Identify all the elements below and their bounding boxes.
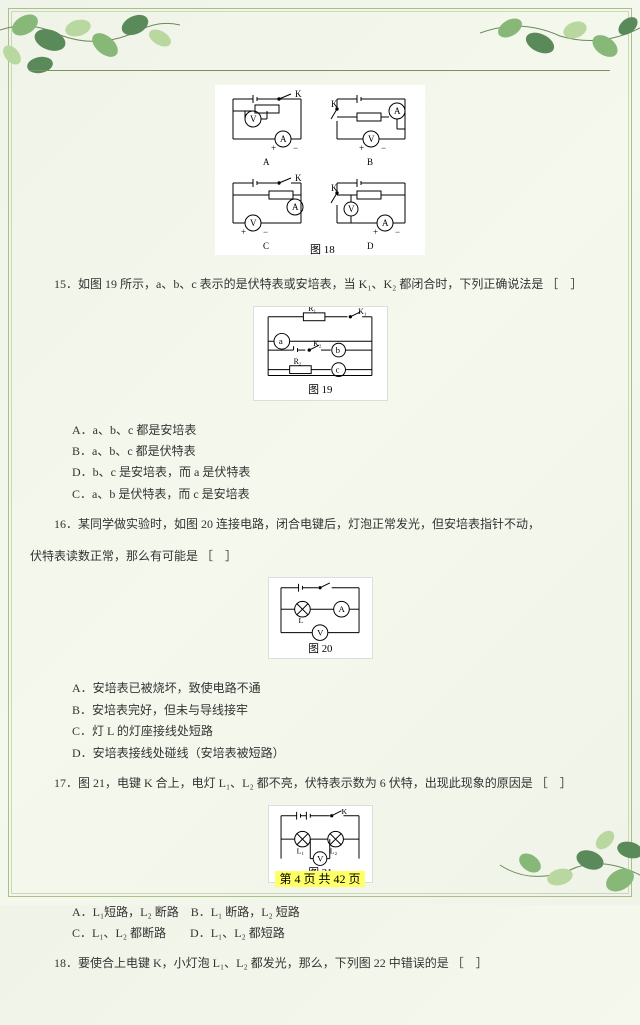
question-18-text: 18．要使合上电键 K，小灯泡 L₁、L₂ 都发光，那么，下列图 22 中错误的…	[30, 953, 610, 975]
svg-text:K₁: K₁	[358, 306, 367, 315]
svg-text:L₁: L₁	[296, 846, 304, 855]
svg-text:K: K	[295, 89, 302, 99]
svg-text:+: +	[271, 143, 276, 153]
svg-text:V: V	[348, 204, 355, 214]
svg-text:a: a	[278, 336, 282, 346]
svg-text:−: −	[381, 143, 386, 153]
svg-text:K: K	[341, 806, 347, 815]
page-number-label: 第 4 页 共 42 页	[275, 871, 364, 887]
question-16-text: 16．某同学做实验时，如图 20 连接电路，闭合电键后，灯泡正常发光，但安培表指…	[30, 514, 610, 536]
svg-text:A: A	[292, 202, 299, 212]
svg-text:V: V	[317, 628, 324, 638]
figure-18-caption: 图 18	[310, 243, 335, 255]
panel-b-label: B	[367, 157, 373, 167]
figure-19: R₁ K₁ a K₂ b R₂ c 图 19	[30, 306, 610, 406]
svg-text:−: −	[293, 143, 298, 153]
svg-text:A: A	[280, 134, 287, 144]
q15-option-b: B．a、b、c 都是伏特表	[72, 441, 610, 461]
svg-text:+: +	[359, 143, 364, 153]
svg-text:−: −	[263, 227, 268, 237]
svg-text:K: K	[295, 173, 302, 183]
q16-option-c: C．灯 L 的灯座接线处短路	[72, 721, 610, 741]
svg-text:A: A	[338, 604, 345, 614]
svg-text:V: V	[317, 853, 324, 863]
svg-text:V: V	[368, 134, 375, 144]
question-15-text: 15．如图 19 所示，a、b、c 表示的是伏特表或安培表，当 K₁、K₂ 都闭…	[30, 274, 610, 296]
q17-options-line2: C．L₁、L₂ 都断路 D．L₁、L₂ 都短路	[72, 923, 610, 943]
panel-d-label: D	[367, 241, 374, 251]
figure-18: K A + − V A	[30, 85, 610, 260]
question-17-text: 17．图 21，电键 K 合上，电灯 L₁、L₂ 都不亮，伏特表示数为 6 伏特…	[30, 773, 610, 795]
q15-option-a: A．a、b、c 都是安培表	[72, 420, 610, 440]
svg-text:L: L	[298, 616, 303, 625]
svg-text:+: +	[241, 227, 246, 237]
svg-text:V: V	[250, 114, 257, 124]
svg-text:K₂: K₂	[313, 339, 322, 348]
panel-c-label: C	[263, 241, 269, 251]
svg-text:+: +	[373, 227, 378, 237]
question-16-options: A．安培表已被烧坏，致使电路不通 B．安培表完好，但未与导线接牢 C．灯 L 的…	[30, 678, 610, 763]
svg-text:V: V	[250, 218, 257, 228]
figure-20-caption: 图 20	[308, 643, 332, 655]
q15-option-c: C．a、b 是伏特表，而 c 是安培表	[72, 484, 610, 504]
panel-a-label: A	[263, 157, 270, 167]
q16-option-b: B．安培表完好，但未与导线接牢	[72, 700, 610, 720]
q15-option-d: D．b、c 是安培表，而 a 是伏特表	[72, 462, 610, 482]
svg-text:b: b	[335, 345, 340, 355]
svg-text:R₁: R₁	[308, 306, 316, 313]
page-number: 第 4 页 共 42 页	[0, 870, 640, 887]
svg-text:R₂: R₂	[293, 356, 301, 365]
svg-text:A: A	[394, 106, 401, 116]
svg-text:L₂: L₂	[329, 846, 337, 855]
q16-option-a: A．安培表已被烧坏，致使电路不通	[72, 678, 610, 698]
question-15-options: A．a、b、c 都是安培表 B．a、b、c 都是伏特表 D．b、c 是安培表，而…	[30, 420, 610, 505]
svg-text:−: −	[395, 227, 400, 237]
top-divider	[30, 70, 610, 71]
question-17-options: A．L₁短路，L₂ 断路 B．L₁ 断路，L₂ 短路 C．L₁、L₂ 都断路 D…	[30, 902, 610, 944]
question-16-cont: 伏特表读数正常，那么有可能是 ［ ］	[30, 546, 610, 568]
svg-text:A: A	[382, 218, 389, 228]
figure-19-caption: 图 19	[308, 384, 332, 396]
q16-option-d: D．安培表接线处碰线（安培表被短路）	[72, 743, 610, 763]
figure-20: L A V 图 20	[30, 577, 610, 664]
svg-text:c: c	[335, 364, 339, 374]
